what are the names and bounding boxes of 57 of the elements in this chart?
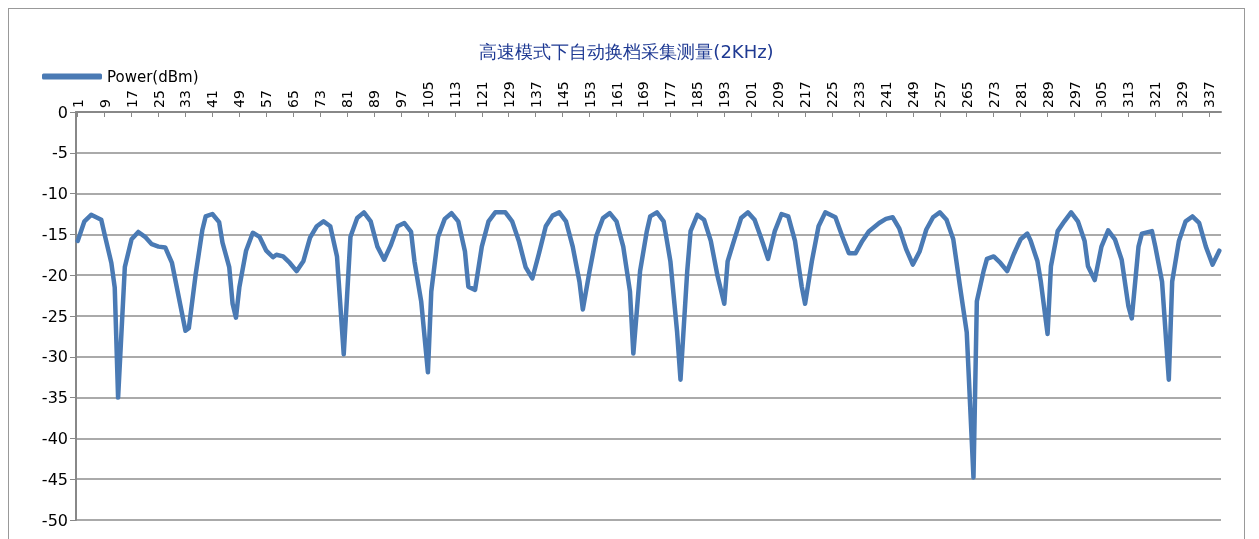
x-tick-label: 9 — [96, 99, 113, 108]
x-tick-label: 201 — [743, 81, 760, 108]
x-tick-label: 113 — [446, 81, 463, 108]
x-tick-label: 313 — [1120, 81, 1137, 108]
x-tick-label: 1 — [69, 99, 86, 108]
y-tick-label: -10 — [41, 184, 68, 204]
x-tick-label: 177 — [662, 81, 679, 108]
x-tick-label: 97 — [392, 90, 409, 108]
x-tick-label: 49 — [231, 90, 248, 108]
x-tick-label: 153 — [581, 81, 598, 108]
chart-title: 高速模式下自动换档采集测量(2KHz) — [479, 40, 774, 62]
x-tick-label: 329 — [1174, 81, 1191, 108]
x-tick-label: 257 — [931, 81, 948, 108]
y-tick-label: -40 — [41, 428, 68, 448]
y-tick-label: -5 — [52, 143, 68, 163]
y-tick-label: -30 — [41, 347, 68, 367]
x-tick-label: 321 — [1147, 81, 1164, 108]
x-tick-label: 225 — [824, 81, 841, 108]
x-tick-label: 281 — [1012, 81, 1029, 108]
x-tick-label: 297 — [1066, 81, 1083, 108]
y-tick-label: -25 — [41, 306, 68, 326]
x-tick-label: 17 — [123, 90, 140, 108]
x-tick-label: 337 — [1201, 81, 1218, 108]
x-tick-label: 105 — [419, 81, 436, 108]
y-tick-label: -15 — [41, 224, 68, 244]
y-tick-label: 0 — [57, 102, 68, 122]
y-tick-label: -35 — [41, 388, 68, 408]
legend-label: Power(dBm) — [107, 67, 199, 86]
x-tick-label: 81 — [339, 90, 356, 108]
x-tick-label: 89 — [366, 90, 383, 108]
x-tick-label: 129 — [500, 81, 517, 108]
x-tick-label: 209 — [770, 81, 787, 108]
x-tick-label: 161 — [608, 81, 625, 108]
x-tick-label: 169 — [635, 81, 652, 108]
x-tick-label: 217 — [797, 81, 814, 108]
x-tick-label: 145 — [554, 81, 571, 108]
x-tick-label: 241 — [877, 81, 894, 108]
y-tick-label: -20 — [41, 265, 68, 285]
x-tick-label: 25 — [150, 90, 167, 108]
x-tick-label: 265 — [958, 81, 975, 108]
x-tick-label: 289 — [1039, 81, 1056, 108]
x-tick-label: 41 — [204, 90, 221, 108]
x-tick-label: 65 — [285, 90, 302, 108]
line-series — [75, 210, 1222, 480]
x-tick-label: 193 — [716, 81, 733, 108]
x-tick-label: 273 — [985, 81, 1002, 108]
x-tick-label: 137 — [527, 81, 544, 108]
x-tick-label: 305 — [1093, 81, 1110, 108]
x-tick-label: 33 — [177, 90, 194, 108]
x-tick-label: 121 — [473, 81, 490, 108]
x-tick-label: 233 — [850, 81, 867, 108]
x-tick-label: 249 — [904, 81, 921, 108]
x-tick-label: 73 — [312, 90, 329, 108]
x-tick-label: 57 — [258, 90, 275, 108]
y-tick-label: -50 — [41, 510, 68, 530]
y-tick-label: -45 — [41, 469, 68, 489]
x-tick-label: 185 — [689, 81, 706, 108]
